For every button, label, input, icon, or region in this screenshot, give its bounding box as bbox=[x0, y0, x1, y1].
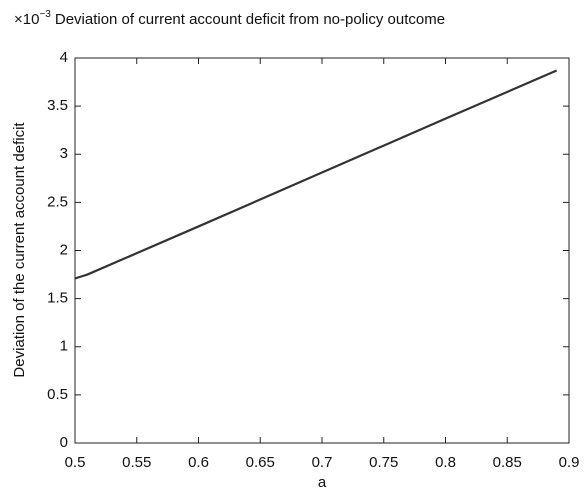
y-tick-label: 2.5 bbox=[47, 193, 68, 210]
y-tick-label: 3.5 bbox=[47, 97, 68, 114]
chart-title-group: ×10−3 Deviation of current account defici… bbox=[14, 9, 445, 28]
x-axis-label: a bbox=[318, 474, 327, 490]
y-tick-label: 2 bbox=[60, 241, 68, 258]
y-tick-label: 3 bbox=[60, 145, 68, 162]
plot-frame bbox=[74, 57, 570, 444]
y-tick-label: 0.5 bbox=[47, 386, 68, 403]
x-tick-label: 0.6 bbox=[188, 454, 209, 471]
x-tick-label: 0.85 bbox=[493, 454, 522, 471]
y-tick-label: 0 bbox=[60, 434, 68, 451]
y-tick-label: 1.5 bbox=[47, 290, 68, 307]
axis-multiplier-base: ×10 bbox=[14, 11, 39, 28]
data-line bbox=[74, 69, 558, 280]
x-tick-label: 0.9 bbox=[559, 454, 580, 471]
y-axis-label: Deviation of the current account deficit bbox=[11, 122, 28, 378]
chart-title: Deviation of current account deficit fro… bbox=[55, 11, 445, 28]
x-tick-label: 0.55 bbox=[122, 454, 151, 471]
axis-multiplier-exponent: −3 bbox=[39, 9, 51, 20]
x-tick-label: 0.65 bbox=[246, 454, 275, 471]
x-tick-label: 0.75 bbox=[369, 454, 398, 471]
x-tick-label: 0.8 bbox=[435, 454, 456, 471]
y-tick-label: 4 bbox=[60, 49, 68, 66]
x-tick-label: 0.7 bbox=[312, 454, 333, 471]
y-tick-label: 1 bbox=[60, 338, 68, 355]
x-tick-label: 0.5 bbox=[65, 454, 86, 471]
